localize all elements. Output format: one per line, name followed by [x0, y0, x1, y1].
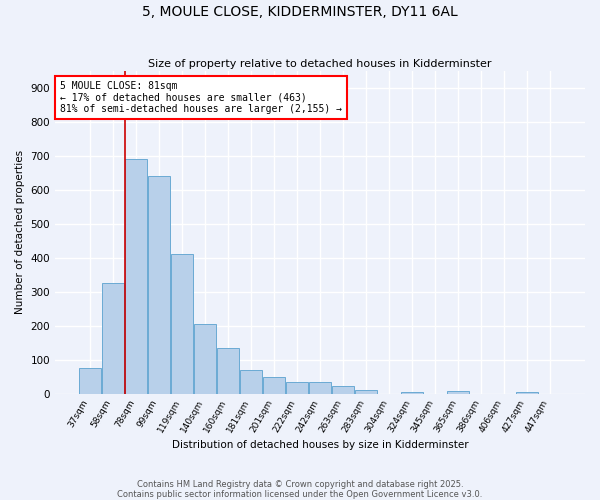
Bar: [516, 392, 538, 394]
Bar: [125, 160, 147, 394]
Bar: [286, 382, 308, 394]
Bar: [401, 392, 423, 394]
Bar: [309, 382, 331, 394]
Text: Contains HM Land Registry data © Crown copyright and database right 2025.
Contai: Contains HM Land Registry data © Crown c…: [118, 480, 482, 499]
Bar: [171, 254, 193, 394]
Text: 5, MOULE CLOSE, KIDDERMINSTER, DY11 6AL: 5, MOULE CLOSE, KIDDERMINSTER, DY11 6AL: [142, 5, 458, 19]
Bar: [102, 284, 124, 394]
Bar: [332, 386, 354, 394]
Bar: [79, 368, 101, 394]
Bar: [447, 391, 469, 394]
Bar: [194, 324, 216, 394]
Title: Size of property relative to detached houses in Kidderminster: Size of property relative to detached ho…: [148, 59, 492, 69]
Y-axis label: Number of detached properties: Number of detached properties: [15, 150, 25, 314]
Text: 5 MOULE CLOSE: 81sqm
← 17% of detached houses are smaller (463)
81% of semi-deta: 5 MOULE CLOSE: 81sqm ← 17% of detached h…: [61, 81, 343, 114]
Bar: [355, 390, 377, 394]
X-axis label: Distribution of detached houses by size in Kidderminster: Distribution of detached houses by size …: [172, 440, 469, 450]
Bar: [240, 370, 262, 394]
Bar: [217, 348, 239, 394]
Bar: [263, 378, 285, 394]
Bar: [148, 176, 170, 394]
